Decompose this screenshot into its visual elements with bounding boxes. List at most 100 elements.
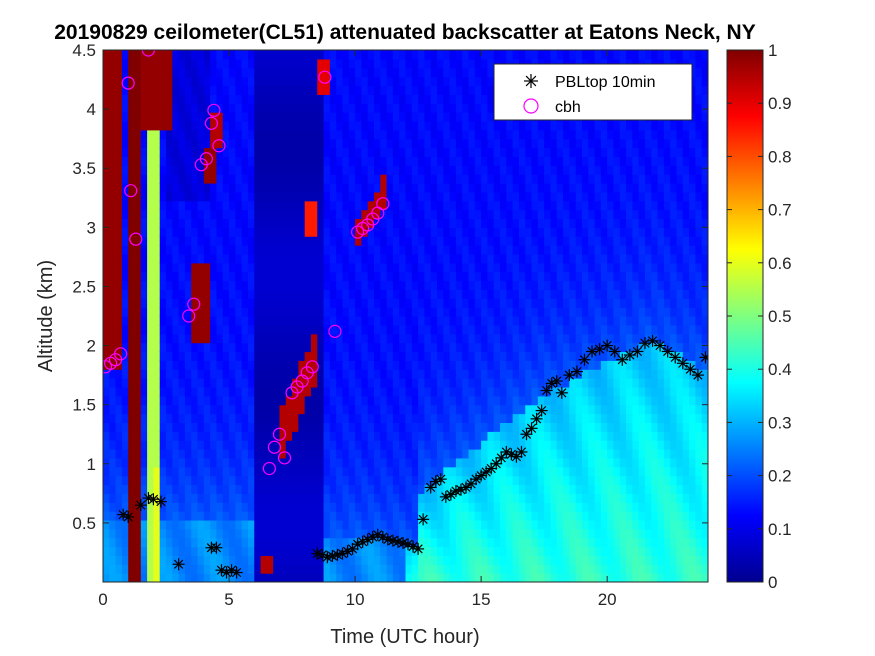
- heatmap-cell: [405, 546, 413, 556]
- heatmap-cell: [588, 484, 596, 494]
- heatmap-cell: [544, 395, 552, 406]
- heatmap-cell: [266, 138, 274, 149]
- heatmap-cell: [613, 537, 621, 548]
- heatmap-cell: [329, 129, 337, 140]
- heatmap-cell: [128, 58, 136, 69]
- heatmap-cell: [273, 493, 281, 503]
- heatmap-cell: [273, 289, 281, 299]
- heatmap-cell: [361, 67, 369, 78]
- heatmap-cell: [367, 395, 375, 406]
- heatmap-cell: [386, 67, 394, 78]
- heatmap-cell: [121, 422, 129, 432]
- heatmap-cell: [222, 191, 230, 202]
- heatmap-cell: [430, 129, 438, 140]
- heatmap-cell: [109, 378, 117, 388]
- heatmap-cell: [266, 449, 274, 459]
- heatmap-cell: [468, 129, 476, 140]
- heatmap-cell: [292, 422, 299, 432]
- heatmap-cell: [487, 431, 495, 441]
- heatmap-cell: [418, 440, 425, 450]
- heatmap-cell: [367, 422, 375, 432]
- heatmap-cell: [468, 262, 476, 273]
- heatmap-cell: [254, 466, 262, 477]
- heatmap-cell: [348, 351, 356, 361]
- heatmap-cell: [575, 422, 583, 432]
- heatmap-cell: [518, 351, 526, 361]
- heatmap-cell: [222, 519, 230, 530]
- heatmap-cell: [418, 395, 425, 406]
- heatmap-cell: [373, 475, 381, 486]
- heatmap-cell: [159, 94, 167, 104]
- heatmap-cell: [512, 183, 520, 193]
- heatmap-cell: [273, 449, 281, 459]
- heatmap-cell: [342, 413, 350, 423]
- heatmap-cell: [392, 493, 400, 503]
- heatmap-cell: [285, 245, 293, 255]
- heatmap-cell: [518, 386, 526, 397]
- heatmap-cell: [134, 537, 142, 548]
- heatmap-cell: [247, 129, 255, 140]
- heatmap-cell: [222, 555, 230, 565]
- heatmap-cell: [550, 333, 558, 344]
- heatmap-cell: [563, 174, 570, 184]
- heatmap-cell: [418, 333, 425, 344]
- heatmap-cell: [172, 555, 180, 565]
- heatmap-cell: [323, 289, 331, 299]
- heatmap-cell: [550, 316, 558, 326]
- heatmap-cell: [373, 183, 381, 193]
- heatmap-cell: [607, 537, 615, 548]
- heatmap-cell: [518, 200, 526, 211]
- heatmap-cell: [550, 404, 558, 415]
- heatmap-cell: [411, 227, 419, 237]
- heatmap-cell: [115, 245, 123, 255]
- heatmap-cell: [361, 236, 369, 246]
- heatmap-cell: [279, 324, 287, 335]
- heatmap-cell: [197, 511, 205, 521]
- heatmap-cell: [455, 191, 463, 202]
- heatmap-cell: [222, 103, 230, 113]
- heatmap-cell: [178, 129, 186, 140]
- heatmap-cell: [298, 138, 306, 149]
- heatmap-cell: [386, 449, 394, 459]
- heatmap-cell: [563, 316, 570, 326]
- heatmap-cell: [506, 236, 514, 246]
- heatmap-cell: [449, 537, 457, 548]
- heatmap-cell: [619, 475, 627, 486]
- heatmap-cell: [443, 360, 451, 370]
- heatmap-cell: [147, 431, 155, 441]
- heatmap-cell: [147, 191, 155, 202]
- heatmap-cell: [266, 289, 274, 299]
- heatmap-cell: [329, 573, 337, 582]
- heatmap-cell: [241, 183, 249, 193]
- heatmap-cell: [178, 395, 186, 406]
- heatmap-cell: [594, 191, 602, 202]
- heatmap-cell: [355, 262, 362, 273]
- heatmap-cell: [109, 280, 117, 290]
- heatmap-cell: [210, 120, 218, 131]
- heatmap-cell: [121, 449, 129, 459]
- heatmap-cell: [588, 422, 596, 432]
- heatmap-cell: [411, 67, 419, 78]
- heatmap-cell: [399, 271, 407, 282]
- heatmap-cell: [443, 147, 451, 157]
- heatmap-cell: [103, 94, 110, 104]
- heatmap-cell: [367, 253, 375, 264]
- heatmap-cell: [298, 564, 306, 574]
- heatmap-cell: [210, 333, 218, 344]
- heatmap-cell: [298, 253, 306, 264]
- heatmap-cell: [317, 174, 325, 184]
- heatmap-cell: [140, 573, 148, 582]
- heatmap-cell: [273, 280, 281, 290]
- heatmap-cell: [121, 519, 129, 530]
- heatmap-cell: [329, 404, 337, 415]
- heatmap-cell: [103, 573, 110, 582]
- heatmap-cell: [386, 200, 394, 211]
- heatmap-cell: [550, 138, 558, 149]
- heatmap-cell: [455, 174, 463, 184]
- heatmap-cell: [506, 218, 514, 228]
- heatmap-cell: [254, 404, 262, 415]
- heatmap-cell: [260, 564, 268, 574]
- heatmap-cell: [544, 262, 552, 273]
- heatmap-cell: [386, 209, 394, 220]
- heatmap-cell: [260, 147, 268, 157]
